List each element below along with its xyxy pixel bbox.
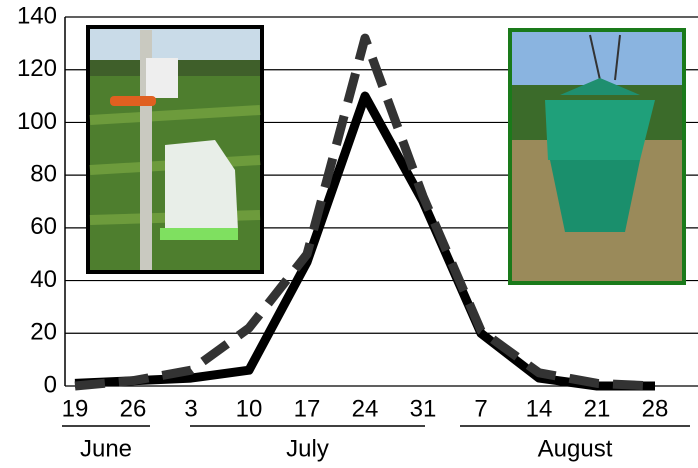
x-tick-label: 26 [120, 395, 147, 422]
x-tick-label: 7 [474, 395, 487, 422]
x-tick-label: 10 [236, 395, 263, 422]
x-tick-label: 31 [410, 395, 437, 422]
group-label: June [80, 435, 132, 462]
x-tick-label: 17 [294, 395, 321, 422]
y-tick-label: 100 [17, 108, 57, 135]
y-tick-label: 60 [30, 213, 57, 240]
y-tick-label: 40 [30, 266, 57, 293]
chart: 0 20 40 60 80 100 120 140 19 26 3 10 17 24 31 7 14 21 28 Ju… [0, 0, 698, 468]
x-tick-label: 28 [642, 395, 669, 422]
x-tick-label: 21 [584, 395, 611, 422]
group-label: August [538, 435, 613, 462]
y-tick-label: 0 [44, 371, 57, 398]
y-tick-label: 140 [17, 2, 57, 29]
photo-bucket-trap [510, 30, 684, 283]
x-tick-label: 19 [62, 395, 89, 422]
y-tick-label: 80 [30, 160, 57, 187]
photo-jug-trap [88, 27, 262, 272]
x-tick-label: 3 [184, 395, 197, 422]
y-tick-label: 120 [17, 55, 57, 82]
x-tick-label: 14 [526, 395, 553, 422]
page: {"chart_data": {"type": "line", "categor… [0, 0, 698, 468]
x-tick-label: 24 [352, 395, 379, 422]
group-label: July [286, 435, 329, 462]
y-tick-label: 20 [30, 319, 57, 346]
